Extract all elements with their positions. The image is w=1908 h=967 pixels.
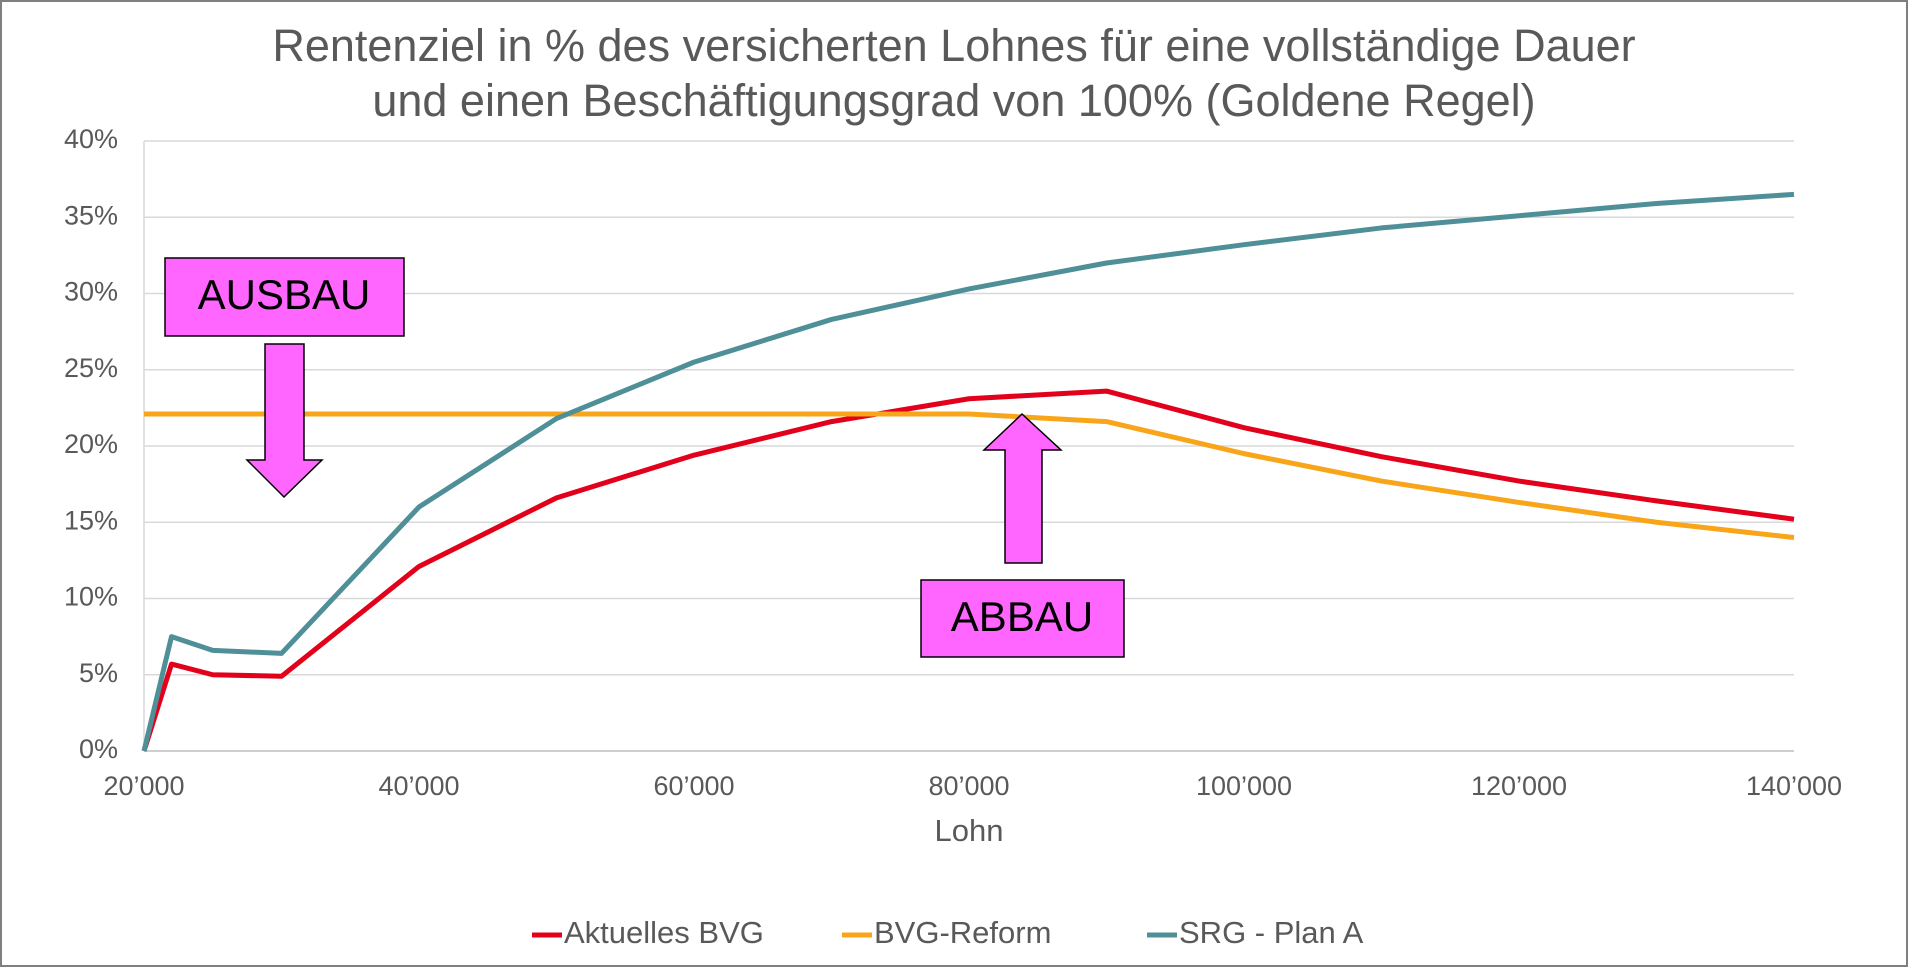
x-tick-label: 120’000 bbox=[1471, 771, 1567, 801]
y-tick-label: 25% bbox=[64, 353, 118, 383]
chart-title: Rentenziel in % des versicherten Lohnes … bbox=[272, 20, 1635, 71]
x-tick-label: 40’000 bbox=[378, 771, 459, 801]
arrow-up bbox=[982, 412, 1063, 564]
legend-label: Aktuelles BVG bbox=[564, 915, 764, 950]
series-line bbox=[144, 411, 1795, 540]
y-tick-label: 20% bbox=[64, 429, 118, 459]
x-axis-label: Lohn bbox=[935, 813, 1004, 848]
annotation-box bbox=[920, 579, 1125, 658]
y-tick-label: 30% bbox=[64, 277, 118, 307]
x-tick-label: 100’000 bbox=[1196, 771, 1292, 801]
y-tick-label: 35% bbox=[64, 200, 118, 230]
annotation-abbau: ABBAU bbox=[920, 412, 1125, 658]
annotation-text: AUSBAU bbox=[198, 271, 371, 318]
y-tick-label: 10% bbox=[64, 582, 118, 612]
series-line bbox=[141, 388, 1795, 752]
y-tick-label: 0% bbox=[79, 734, 118, 764]
annotation-text: ABBAU bbox=[951, 593, 1093, 640]
x-tick-label: 20’000 bbox=[103, 771, 184, 801]
chart-title: und einen Beschäftigungsgrad von 100% (G… bbox=[372, 75, 1535, 126]
legend-label: BVG-Reform bbox=[874, 915, 1051, 950]
y-tick-label: 15% bbox=[64, 505, 118, 535]
arrow-down bbox=[245, 343, 324, 499]
annotation-box bbox=[164, 257, 405, 337]
x-tick-label: 80’000 bbox=[928, 771, 1009, 801]
x-tick-label: 140’000 bbox=[1746, 771, 1842, 801]
x-tick-label: 60’000 bbox=[653, 771, 734, 801]
legend-label: SRG - Plan A bbox=[1179, 915, 1364, 950]
y-tick-label: 40% bbox=[64, 124, 118, 154]
y-tick-label: 5% bbox=[79, 658, 118, 688]
annotation-ausbau: AUSBAU bbox=[164, 257, 405, 499]
plot: 0% 5% 10% 15% 20% 25% 30% 35% 40% 20’000 40’000 60’… bbox=[64, 124, 1842, 950]
series-line bbox=[141, 191, 1795, 752]
